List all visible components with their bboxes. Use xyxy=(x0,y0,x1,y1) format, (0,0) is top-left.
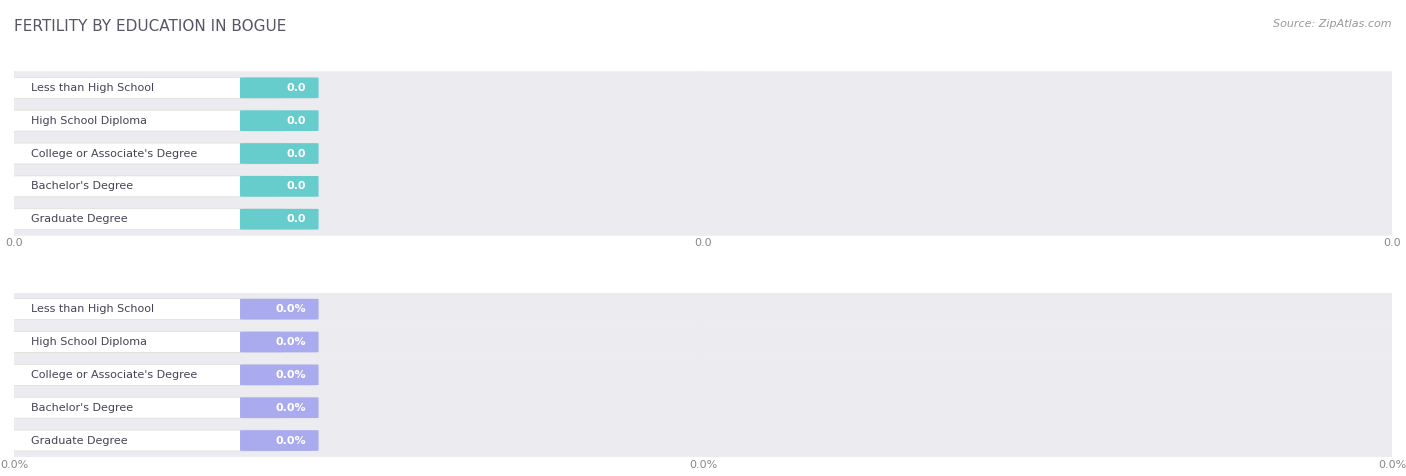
Text: 0.0: 0.0 xyxy=(287,214,307,224)
Text: College or Associate's Degree: College or Associate's Degree xyxy=(31,370,197,380)
Text: Graduate Degree: Graduate Degree xyxy=(31,436,127,446)
FancyBboxPatch shape xyxy=(240,78,319,98)
FancyBboxPatch shape xyxy=(240,299,319,319)
Text: 0.0%: 0.0% xyxy=(276,436,307,446)
FancyBboxPatch shape xyxy=(240,176,319,197)
FancyBboxPatch shape xyxy=(240,209,319,229)
FancyBboxPatch shape xyxy=(6,299,283,319)
FancyBboxPatch shape xyxy=(6,397,283,418)
FancyBboxPatch shape xyxy=(7,293,1399,326)
FancyBboxPatch shape xyxy=(7,71,1399,104)
Text: 0.0%: 0.0% xyxy=(276,304,307,314)
Text: 0.0: 0.0 xyxy=(287,181,307,191)
FancyBboxPatch shape xyxy=(7,391,1399,424)
Text: Less than High School: Less than High School xyxy=(31,83,153,93)
FancyBboxPatch shape xyxy=(6,78,283,98)
FancyBboxPatch shape xyxy=(6,365,283,385)
FancyBboxPatch shape xyxy=(7,358,1399,391)
FancyBboxPatch shape xyxy=(7,203,1399,236)
Text: Bachelor's Degree: Bachelor's Degree xyxy=(31,181,132,191)
FancyBboxPatch shape xyxy=(7,104,1399,137)
Text: 0.0%: 0.0% xyxy=(276,337,307,347)
FancyBboxPatch shape xyxy=(7,137,1399,170)
FancyBboxPatch shape xyxy=(240,397,319,418)
FancyBboxPatch shape xyxy=(6,209,283,229)
FancyBboxPatch shape xyxy=(240,430,319,451)
Text: Source: ZipAtlas.com: Source: ZipAtlas.com xyxy=(1274,19,1392,29)
FancyBboxPatch shape xyxy=(240,143,319,164)
Text: Graduate Degree: Graduate Degree xyxy=(31,214,127,224)
FancyBboxPatch shape xyxy=(6,143,283,164)
FancyBboxPatch shape xyxy=(6,332,283,352)
FancyBboxPatch shape xyxy=(6,110,283,131)
FancyBboxPatch shape xyxy=(6,430,283,451)
Text: 0.0%: 0.0% xyxy=(276,370,307,380)
FancyBboxPatch shape xyxy=(240,110,319,131)
Text: FERTILITY BY EDUCATION IN BOGUE: FERTILITY BY EDUCATION IN BOGUE xyxy=(14,19,287,34)
FancyBboxPatch shape xyxy=(7,326,1399,358)
FancyBboxPatch shape xyxy=(7,170,1399,203)
FancyBboxPatch shape xyxy=(240,365,319,385)
Text: College or Associate's Degree: College or Associate's Degree xyxy=(31,149,197,159)
Text: High School Diploma: High School Diploma xyxy=(31,116,146,126)
FancyBboxPatch shape xyxy=(240,332,319,352)
Text: 0.0: 0.0 xyxy=(287,116,307,126)
Text: 0.0: 0.0 xyxy=(287,83,307,93)
Text: Less than High School: Less than High School xyxy=(31,304,153,314)
FancyBboxPatch shape xyxy=(6,176,283,197)
Text: 0.0%: 0.0% xyxy=(276,403,307,413)
Text: Bachelor's Degree: Bachelor's Degree xyxy=(31,403,132,413)
FancyBboxPatch shape xyxy=(7,424,1399,457)
Text: High School Diploma: High School Diploma xyxy=(31,337,146,347)
Text: 0.0: 0.0 xyxy=(287,149,307,159)
